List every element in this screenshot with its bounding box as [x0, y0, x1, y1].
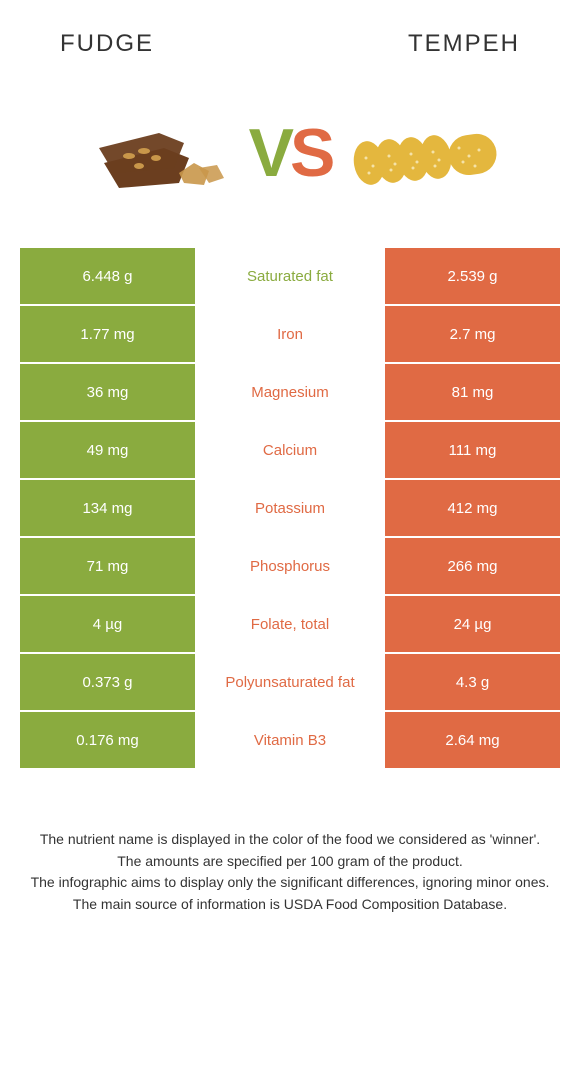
table-row: 0.373 gPolyunsaturated fat4.3 g	[20, 654, 560, 710]
tempeh-image	[341, 108, 501, 198]
right-value: 24 µg	[385, 596, 560, 652]
right-value: 4.3 g	[385, 654, 560, 710]
vs-s: S	[290, 114, 331, 192]
nutrient-name: Polyunsaturated fat	[195, 654, 385, 710]
nutrient-name: Magnesium	[195, 364, 385, 420]
right-value: 2.539 g	[385, 248, 560, 304]
nutrient-name: Phosphorus	[195, 538, 385, 594]
right-value: 111 mg	[385, 422, 560, 478]
table-row: 0.176 mgVitamin B32.64 mg	[20, 712, 560, 768]
left-value: 4 µg	[20, 596, 195, 652]
left-value: 36 mg	[20, 364, 195, 420]
right-food-title: Tempeh	[408, 30, 520, 58]
footer-line: The main source of information is USDA F…	[20, 895, 560, 915]
nutrient-table: 6.448 gSaturated fat2.539 g1.77 mgIron2.…	[0, 228, 580, 768]
left-value: 134 mg	[20, 480, 195, 536]
footer-line: The amounts are specified per 100 gram o…	[20, 852, 560, 872]
right-value: 412 mg	[385, 480, 560, 536]
vs-label: VS	[249, 114, 332, 192]
left-value: 71 mg	[20, 538, 195, 594]
left-value: 0.176 mg	[20, 712, 195, 768]
right-value: 81 mg	[385, 364, 560, 420]
table-row: 134 mgPotassium412 mg	[20, 480, 560, 536]
nutrient-name: Vitamin B3	[195, 712, 385, 768]
table-row: 1.77 mgIron2.7 mg	[20, 306, 560, 362]
table-row: 6.448 gSaturated fat2.539 g	[20, 248, 560, 304]
left-food-title: Fudge	[60, 30, 154, 58]
table-row: 49 mgCalcium111 mg	[20, 422, 560, 478]
right-value: 266 mg	[385, 538, 560, 594]
left-value: 6.448 g	[20, 248, 195, 304]
footer-line: The infographic aims to display only the…	[20, 873, 560, 893]
header: Fudge Tempeh	[0, 0, 580, 68]
nutrient-name: Calcium	[195, 422, 385, 478]
right-value: 2.64 mg	[385, 712, 560, 768]
nutrient-name: Potassium	[195, 480, 385, 536]
nutrient-name: Saturated fat	[195, 248, 385, 304]
vs-v: V	[249, 114, 290, 192]
fudge-image	[79, 108, 239, 198]
footer-line: The nutrient name is displayed in the co…	[20, 830, 560, 850]
footer-notes: The nutrient name is displayed in the co…	[0, 770, 580, 914]
table-row: 71 mgPhosphorus266 mg	[20, 538, 560, 594]
table-row: 4 µgFolate, total24 µg	[20, 596, 560, 652]
left-value: 0.373 g	[20, 654, 195, 710]
left-value: 1.77 mg	[20, 306, 195, 362]
table-row: 36 mgMagnesium81 mg	[20, 364, 560, 420]
right-value: 2.7 mg	[385, 306, 560, 362]
nutrient-name: Iron	[195, 306, 385, 362]
vs-row: VS	[0, 68, 580, 228]
nutrient-name: Folate, total	[195, 596, 385, 652]
left-value: 49 mg	[20, 422, 195, 478]
